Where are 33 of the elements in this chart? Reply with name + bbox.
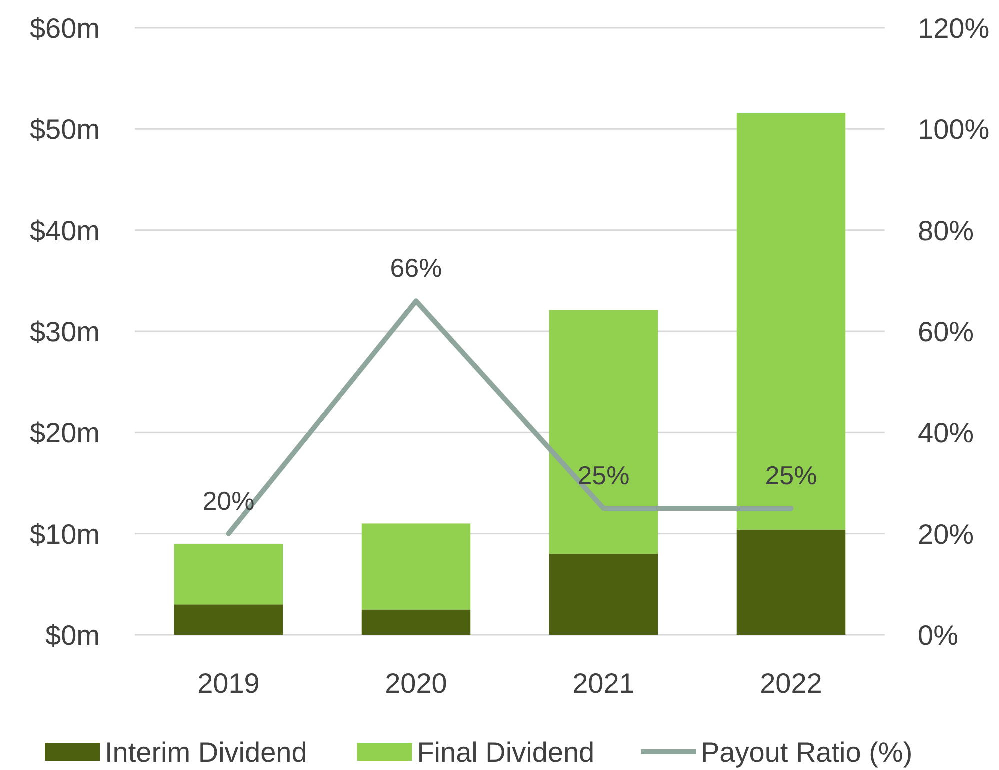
data-label: 66% (390, 253, 442, 284)
bar (549, 554, 658, 635)
x-tick-label: 2021 (572, 668, 635, 699)
y2-tick-label: 100% (918, 114, 990, 146)
y-tick-label: $50m (30, 114, 100, 146)
bar (362, 610, 471, 635)
bar (174, 544, 284, 605)
legend-label: Payout Ratio (%) (701, 737, 913, 768)
y-tick-label: $10m (30, 518, 100, 550)
y2-tick-label: 20% (918, 518, 974, 550)
legend-label: Interim Dividend (105, 737, 308, 768)
data-label: 25% (765, 460, 818, 491)
y-tick-label: $0m (46, 620, 100, 651)
y2-tick-label: 120% (918, 13, 990, 44)
y-tick-label: $30m (30, 316, 100, 348)
x-tick-label: 2022 (760, 668, 822, 699)
y-tick-label: $40m (30, 215, 100, 246)
bar (174, 604, 284, 635)
y-tick-label: $20m (30, 418, 100, 449)
y2-tick-label: 40% (918, 418, 974, 449)
bar (362, 524, 471, 610)
y-tick-label: $60m (30, 13, 100, 44)
bar (736, 530, 846, 635)
bar (736, 112, 846, 530)
y2-tick-label: 60% (918, 316, 974, 348)
legend-label: Final Dividend (417, 737, 595, 768)
bar (549, 310, 658, 554)
y2-tick-label: 0% (918, 620, 958, 651)
data-label: 20% (202, 486, 255, 516)
x-tick-label: 2019 (198, 668, 260, 699)
x-tick-label: 2020 (385, 668, 448, 699)
data-label: 25% (578, 460, 630, 491)
y2-tick-label: 80% (918, 215, 974, 246)
